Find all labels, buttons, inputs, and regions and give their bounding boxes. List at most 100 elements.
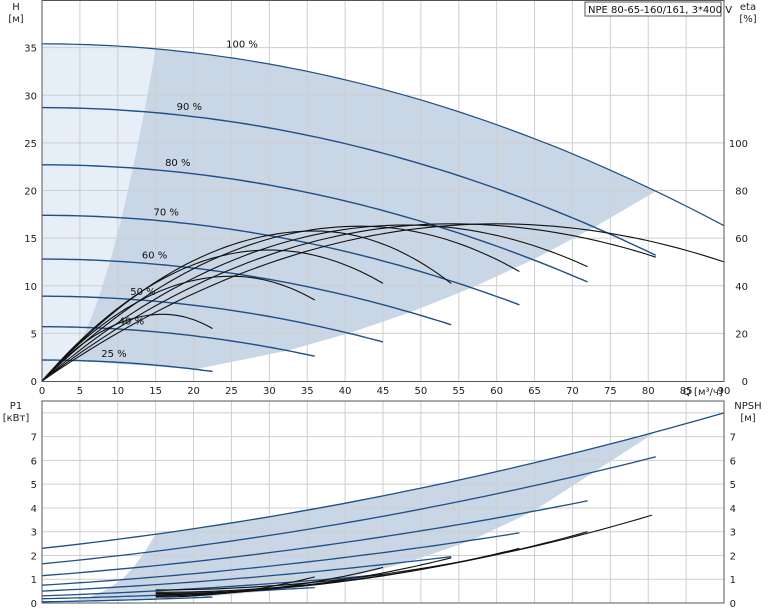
bottom-y-label: P1 <box>10 401 22 412</box>
title-box <box>584 1 722 17</box>
x-tick-label: 25 <box>225 386 238 397</box>
x-tick-label: 45 <box>377 386 390 397</box>
bottom-y2-label: NPSH <box>734 401 761 412</box>
bottom-y2-tick-label: 7 <box>730 433 736 444</box>
speed-curve <box>42 295 384 343</box>
bottom-y-tick-label: 7 <box>31 433 37 444</box>
top-y-label: H <box>12 2 20 13</box>
efficiency-curve <box>41 275 316 382</box>
chart-title: NPE 80-65-160/161, 3*400 V <box>588 5 732 16</box>
power-curve <box>41 412 725 549</box>
y2-tick-label: 20 <box>735 329 748 340</box>
speed-curve-label: 60 % <box>142 250 167 261</box>
bottom-y-tick-label: 3 <box>31 528 37 539</box>
top-x-label: Q [м³/ч] <box>683 387 723 398</box>
x-tick-label: 65 <box>528 386 541 397</box>
x-tick-label: 15 <box>149 386 162 397</box>
bottom-y2-tick-label: 2 <box>730 551 736 562</box>
npsh-curve <box>155 566 384 597</box>
efficiency-curve <box>41 313 213 382</box>
npsh-curve <box>155 557 452 596</box>
speed-curve-label: 40 % <box>119 317 144 328</box>
x-tick-label: 0 <box>39 386 45 397</box>
bottom-tick-labels: 0 1 2 3 4 5 6 7 0 1 2 3 4 5 6 7 <box>31 433 736 610</box>
bottom-y2-tick-label: 5 <box>730 480 736 491</box>
top-y2-label: eta <box>740 2 756 13</box>
y-tick-label: 25 <box>24 139 37 150</box>
efficiency-curve <box>41 230 452 382</box>
speed-curve <box>41 43 725 227</box>
efficiency-curve <box>41 224 588 382</box>
y-tick-label: 15 <box>24 234 37 245</box>
y2-tick-label: 40 <box>735 282 748 293</box>
top-plot-frame <box>41 0 725 382</box>
bottom-grid <box>42 401 725 603</box>
x-tick-label: 35 <box>301 386 314 397</box>
x-tick-label: 80 <box>642 386 655 397</box>
x-tick-label: 50 <box>415 386 428 397</box>
y-tick-label: 0 <box>31 377 37 388</box>
y-tick-label: 10 <box>24 282 37 293</box>
x-tick-label: 90 <box>718 386 731 397</box>
y-tick-label: 5 <box>31 329 37 340</box>
bottom-y-tick-label: 4 <box>31 504 37 515</box>
bottom-y-tick-label: 0 <box>31 599 37 610</box>
y2-tick-label: 80 <box>735 187 748 198</box>
bottom-y-tick-label: 5 <box>31 480 37 491</box>
bottom-y2-tick-label: 1 <box>730 575 736 586</box>
y-tick-label: 20 <box>24 187 37 198</box>
efficiency-curve <box>41 249 384 382</box>
operating-region <box>70 48 656 370</box>
speed-curve <box>42 258 452 326</box>
npsh-curve <box>155 514 653 591</box>
speed-curve-label: 90 % <box>177 102 202 113</box>
speed-curve <box>42 326 315 357</box>
top-tick-labels: 0 5 10 15 20 25 30 35 40 45 50 55 60 65 70 75 80 85 90 0 5 10… <box>24 44 748 397</box>
x-tick-label: 60 <box>490 386 503 397</box>
speed-curve-label: 100 % <box>226 39 258 50</box>
npsh-curve <box>155 576 315 598</box>
speed-curve-label: 25 % <box>101 349 126 360</box>
bottom-y2-tick-label: 0 <box>730 599 736 610</box>
x-tick-label: 5 <box>77 386 83 397</box>
x-tick-label: 70 <box>566 386 579 397</box>
bottom-curves <box>41 412 725 603</box>
efficiency-curve <box>41 223 725 382</box>
npsh-curve <box>155 547 520 595</box>
x-tick-label: 10 <box>111 386 124 397</box>
bottom-y2-tick-label: 6 <box>730 456 736 467</box>
y-tick-label: 30 <box>24 91 37 102</box>
speed-curve-label: 80 % <box>165 158 190 169</box>
bottom-y2-tick-label: 4 <box>730 504 736 515</box>
speed-curve-label: 70 % <box>153 208 178 219</box>
bottom-y2-tick-label: 3 <box>730 528 736 539</box>
x-tick-label: 30 <box>263 386 276 397</box>
speed-curve-label: 50 % <box>130 287 155 298</box>
y2-tick-label: 100 <box>729 139 748 150</box>
power-curve <box>41 532 520 586</box>
bottom-y-tick-label: 1 <box>31 575 37 586</box>
top-curves: 100 % 90 % 80 % 70 % 60 % 50 % 40 % 25 % <box>41 39 725 382</box>
bottom-y2-unit: [м] <box>740 413 755 424</box>
x-tick-label: 75 <box>604 386 617 397</box>
power-curve <box>41 500 588 577</box>
power-curve <box>41 556 452 592</box>
speed-curve <box>42 164 588 283</box>
efficiency-curve <box>41 225 520 382</box>
bottom-plot-frame <box>41 400 725 604</box>
top-y-unit: [м] <box>8 14 23 25</box>
speed-curve <box>42 214 520 306</box>
top-y2-unit: [%] <box>739 14 756 25</box>
y-tick-label: 35 <box>24 44 37 55</box>
x-tick-label: 55 <box>452 386 465 397</box>
power-curve <box>41 456 656 565</box>
y2-tick-label: 60 <box>735 234 748 245</box>
x-tick-label: 85 <box>680 386 693 397</box>
speed-curve <box>41 106 657 256</box>
y2-tick-label: 0 <box>742 377 748 388</box>
bottom-y-unit: [кВт] <box>3 413 30 424</box>
bottom-y-tick-label: 2 <box>31 551 37 562</box>
efficiency-curve <box>41 223 656 382</box>
x-tick-label: 20 <box>187 386 200 397</box>
bottom-y-tick-label: 6 <box>31 456 37 467</box>
